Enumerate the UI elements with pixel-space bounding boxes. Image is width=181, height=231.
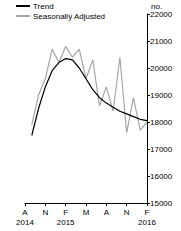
svg-text:M: M <box>83 208 90 217</box>
svg-text:17000: 17000 <box>150 145 173 154</box>
svg-text:21000: 21000 <box>150 37 173 46</box>
svg-text:F: F <box>63 208 68 217</box>
svg-text:20000: 20000 <box>150 64 173 73</box>
svg-text:F: F <box>145 208 150 217</box>
svg-text:Trend: Trend <box>33 2 54 11</box>
svg-text:18000: 18000 <box>150 118 173 127</box>
svg-text:22000: 22000 <box>150 10 173 19</box>
svg-text:no.: no. <box>151 1 163 11</box>
svg-text:Seasonally Adjusted: Seasonally Adjusted <box>33 12 105 21</box>
svg-text:19000: 19000 <box>150 91 173 100</box>
svg-text:2014: 2014 <box>16 218 34 227</box>
svg-text:16000: 16000 <box>150 172 173 181</box>
svg-text:2016: 2016 <box>138 218 156 227</box>
svg-text:15000: 15000 <box>150 199 173 208</box>
svg-text:2015: 2015 <box>57 218 75 227</box>
svg-text:A: A <box>22 208 28 217</box>
svg-text:N: N <box>124 208 130 217</box>
svg-text:N: N <box>42 208 48 217</box>
svg-text:A: A <box>104 208 110 217</box>
